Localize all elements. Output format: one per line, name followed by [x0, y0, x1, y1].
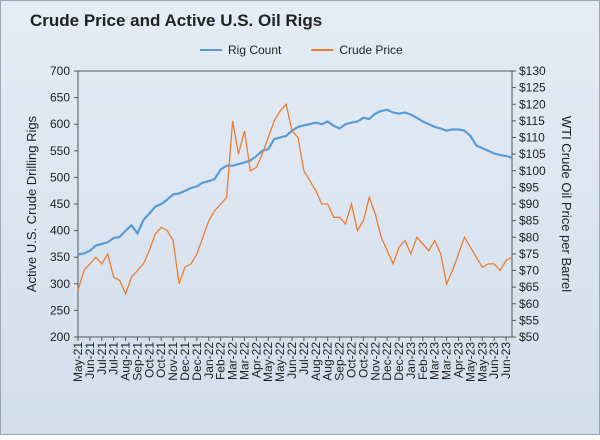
x-tick-label: Dec-22 [392, 342, 406, 381]
x-tick-label: Oct-22 [344, 342, 358, 378]
x-tick-label: Jun-21 [83, 342, 97, 379]
y-tick-label: 350 [50, 250, 70, 264]
x-tick-label: Sep-21 [130, 342, 144, 381]
y2-tick-label: $80 [519, 230, 539, 244]
x-tick-label: Jun-23 [499, 342, 513, 379]
x-tick-label: Jun-22 [285, 342, 299, 379]
y-tick-label: 300 [50, 277, 70, 291]
y2-tick-label: $120 [519, 97, 546, 111]
y2-tick-label: $125 [519, 81, 546, 95]
x-tick-label: May-21 [71, 342, 85, 382]
legend-label: Rig Count [228, 43, 282, 57]
x-tick-label: Mar-23 [428, 342, 442, 380]
y-tick-label: 600 [50, 117, 70, 131]
x-tick-label: Feb-23 [416, 342, 430, 380]
x-tick-label: Dec-21 [178, 342, 192, 381]
y2-tick-label: $100 [519, 164, 546, 178]
y-tick-label: 450 [50, 197, 70, 211]
x-tick-label: May-23 [463, 342, 477, 382]
legend-label: Crude Price [339, 43, 403, 57]
y2-tick-label: $115 [519, 114, 545, 128]
y-tick-label: 700 [50, 64, 70, 78]
chart-title: Crude Price and Active U.S. Oil Rigs [30, 11, 322, 30]
y2-tick-label: $60 [519, 297, 539, 311]
y2-tick-label: $110 [519, 131, 545, 145]
y2-tick-label: $85 [519, 214, 539, 228]
x-tick-label: Aug-22 [309, 342, 323, 381]
x-tick-label: Feb-22 [214, 342, 228, 380]
x-tick-label: Aug-22 [321, 342, 335, 381]
x-tick-label: Jul-22 [297, 342, 311, 375]
x-tick-label: Mar-22 [237, 342, 251, 380]
x-tick-label: Apr-23 [451, 342, 465, 378]
x-tick-label: Aug-21 [119, 342, 133, 381]
y-tick-label: 500 [50, 170, 70, 184]
x-tick-label: Dec-21 [190, 342, 204, 381]
y2-tick-label: $95 [519, 180, 539, 194]
x-tick-label: Mar-22 [226, 342, 240, 380]
x-tick-label: Apr-22 [249, 342, 263, 378]
y-tick-label: 650 [50, 91, 70, 105]
x-tick-label: May-22 [273, 342, 287, 382]
x-tick-label: Nov-21 [166, 342, 180, 381]
y2-tick-label: $130 [519, 64, 546, 78]
y2-tick-label: $105 [519, 147, 546, 161]
x-tick-label: Oct-22 [356, 342, 370, 378]
y2-tick-label: $55 [519, 313, 539, 327]
x-tick-label: Oct-21 [154, 342, 168, 378]
y2-tick-label: $75 [519, 247, 539, 261]
series-line [77, 108, 513, 256]
x-tick-label: Nov-22 [368, 342, 382, 381]
x-tick-label: Jan-22 [202, 342, 216, 379]
x-tick-label: Oct-21 [142, 342, 156, 378]
x-tick-label: Sep-22 [333, 342, 347, 381]
x-tick-label: Jun-23 [487, 342, 501, 379]
y-tick-label: 550 [50, 144, 70, 158]
y2-axis-title: WTI Crude Oil Price per Barrel [559, 116, 574, 292]
y2-tick-label: $90 [519, 197, 539, 211]
y-axis-title: Active U.S. Crude Drilling Rigs [24, 115, 39, 292]
y-tick-label: 200 [50, 330, 70, 344]
x-tick-label: Mar-23 [440, 342, 454, 380]
y2-tick-label: $50 [519, 330, 539, 344]
x-tick-label: Jan-23 [404, 342, 418, 379]
series-line [77, 102, 513, 296]
x-tick-label: Dec-22 [380, 342, 394, 381]
x-tick-label: Jul-21 [95, 342, 109, 375]
y2-tick-label: $65 [519, 280, 539, 294]
x-tick-label: Jul-21 [107, 342, 121, 375]
y2-tick-label: $70 [519, 264, 539, 278]
x-tick-label: May-23 [475, 342, 489, 382]
x-tick-label: May-22 [261, 342, 275, 382]
y-tick-label: 250 [50, 303, 70, 317]
y-tick-label: 400 [50, 224, 70, 238]
